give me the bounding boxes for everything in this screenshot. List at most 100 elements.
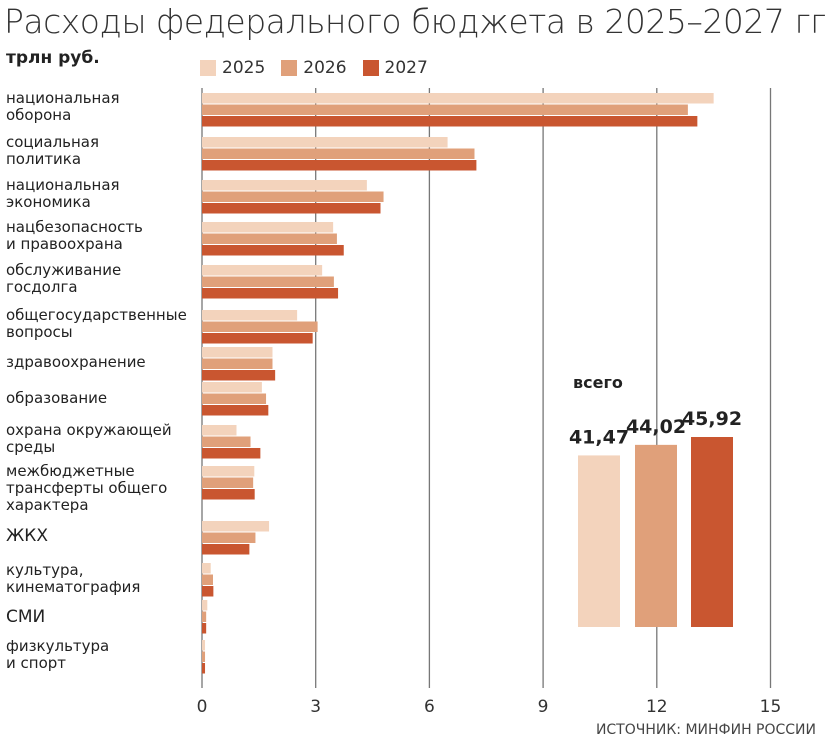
legend-item-2025: 2025 bbox=[200, 58, 265, 78]
bar-2025 bbox=[202, 310, 298, 321]
bar-2027 bbox=[202, 623, 207, 634]
category-label-line: оборона bbox=[6, 106, 72, 124]
unit-label: трлн руб. bbox=[6, 48, 100, 68]
bar-2025 bbox=[202, 137, 448, 148]
legend-label: 2027 bbox=[384, 58, 428, 78]
bar-2026 bbox=[202, 611, 207, 622]
category-label-line: трансферты общего bbox=[6, 479, 168, 497]
category-label-line: образование bbox=[6, 389, 108, 407]
bar-2026 bbox=[202, 532, 256, 543]
bar-2026 bbox=[202, 276, 334, 287]
bar-2027 bbox=[202, 663, 206, 674]
category-label-line: обслуживание bbox=[6, 261, 122, 279]
bar-2026 bbox=[202, 574, 213, 585]
bar-2027 bbox=[202, 586, 214, 597]
bar-2026 bbox=[202, 148, 475, 159]
category-label: национальная оборона bbox=[6, 90, 120, 124]
bar-2027 bbox=[202, 245, 344, 256]
category-label-line: общегосударственные bbox=[6, 306, 187, 324]
category-label-line: ЖКХ bbox=[6, 526, 49, 546]
category-label: СМИ bbox=[6, 609, 45, 626]
total-value-label: 44,02 bbox=[626, 416, 686, 438]
total-bar-2027 bbox=[691, 437, 733, 627]
bar-2026 bbox=[202, 191, 384, 202]
category-label: национальная экономика bbox=[6, 177, 120, 211]
bar-2025 bbox=[202, 640, 206, 651]
legend: 2025 2026 2027 bbox=[200, 58, 428, 78]
bar-2026 bbox=[202, 104, 688, 115]
x-tick-label: 0 bbox=[197, 697, 208, 717]
category-label: межбюджетные трансферты общего характера bbox=[6, 463, 167, 514]
legend-swatch bbox=[200, 60, 216, 76]
category-label: здравоохранение bbox=[6, 354, 146, 371]
x-tick-label: 12 bbox=[646, 697, 668, 717]
legend-item-2026: 2026 bbox=[281, 58, 347, 78]
bar-2025 bbox=[202, 93, 714, 104]
bar-2026 bbox=[202, 233, 337, 244]
bar-2027 bbox=[202, 405, 269, 416]
category-label-line: межбюджетные bbox=[6, 462, 135, 480]
bar-2025 bbox=[202, 180, 367, 191]
bar-2025 bbox=[202, 222, 334, 233]
category-label: образование bbox=[6, 390, 107, 407]
category-label-line: охрана окружающей bbox=[6, 421, 172, 439]
bar-2025 bbox=[202, 600, 208, 611]
category-label-line: и правоохрана bbox=[6, 235, 123, 253]
category-label: общегосударственные вопросы bbox=[6, 307, 187, 341]
category-label: нацбезопасность и правоохрана bbox=[6, 219, 143, 253]
bar-2027 bbox=[202, 448, 261, 459]
legend-label: 2025 bbox=[222, 58, 266, 78]
category-label-line: кинематография bbox=[6, 578, 141, 596]
bar-2027 bbox=[202, 288, 339, 299]
legend-item-2027: 2027 bbox=[362, 58, 428, 78]
total-value-label: 41,47 bbox=[569, 426, 629, 448]
category-label-line: политика bbox=[6, 150, 82, 168]
bar-2027 bbox=[202, 370, 276, 381]
total-value-label: 45,92 bbox=[682, 408, 742, 430]
category-label-line: вопросы bbox=[6, 323, 73, 341]
category-label-line: среды bbox=[6, 438, 56, 456]
category-label-line: нацбезопасность bbox=[6, 218, 143, 236]
bar-2027 bbox=[202, 489, 255, 500]
category-label-line: социальная bbox=[6, 133, 100, 151]
totals-label: всего bbox=[573, 373, 623, 392]
category-label: обслуживание госдолга bbox=[6, 262, 121, 296]
bar-2026 bbox=[202, 477, 254, 488]
source-note: ИСТОЧНИК: МИНФИН РОССИИ bbox=[595, 722, 816, 738]
category-label-line: и спорт bbox=[6, 654, 67, 672]
bar-2025 bbox=[202, 466, 255, 477]
bar-2027 bbox=[202, 203, 381, 214]
bar-2026 bbox=[202, 393, 267, 404]
category-label: физкультура и спорт bbox=[6, 638, 109, 672]
category-label-line: физкультура bbox=[6, 637, 110, 655]
x-tick-label: 6 bbox=[424, 697, 435, 717]
legend-swatch bbox=[362, 60, 379, 76]
bar-2026 bbox=[202, 651, 206, 662]
legend-label: 2026 bbox=[303, 58, 347, 78]
bar-2025 bbox=[202, 347, 273, 358]
category-label-line: госдолга bbox=[6, 278, 78, 296]
bar-2026 bbox=[202, 358, 273, 369]
bar-2027 bbox=[202, 333, 313, 344]
category-label-line: характера bbox=[6, 496, 89, 514]
category-label-line: культура, bbox=[6, 561, 84, 579]
category-label-line: национальная bbox=[6, 176, 120, 194]
bar-2027 bbox=[202, 544, 250, 555]
category-label-line: СМИ bbox=[6, 607, 46, 627]
legend-swatch bbox=[281, 60, 298, 76]
bar-2025 bbox=[202, 265, 323, 276]
bar-2025 bbox=[202, 563, 211, 574]
category-label-line: экономика bbox=[6, 193, 91, 211]
x-tick-label: 3 bbox=[310, 697, 321, 717]
bar-2025 bbox=[202, 382, 262, 393]
x-tick-label: 15 bbox=[760, 697, 782, 717]
bar-2027 bbox=[202, 160, 477, 171]
category-label: охрана окружающей среды bbox=[6, 422, 172, 456]
total-bar-2025 bbox=[578, 455, 620, 627]
chart-title: Расходы федерального бюджета в 2025–2027… bbox=[4, 2, 826, 41]
category-label: культура, кинематография bbox=[6, 562, 140, 596]
category-label-line: национальная bbox=[6, 89, 120, 107]
total-bar-2026 bbox=[635, 444, 677, 627]
